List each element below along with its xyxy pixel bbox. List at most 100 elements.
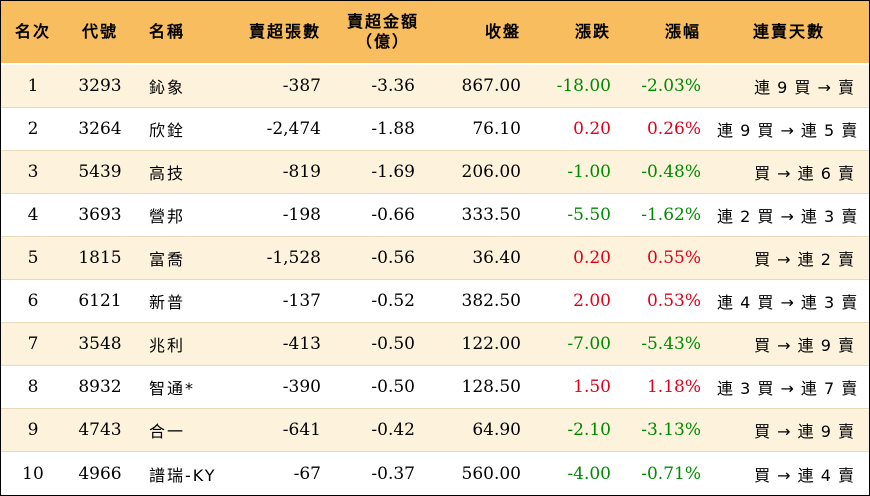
cell-name[interactable]: 智通* bbox=[135, 365, 239, 410]
header-net-sell-amount[interactable]: 賣超金額 （億） bbox=[329, 1, 437, 65]
cell-change-pct: -2.03% bbox=[619, 64, 709, 108]
header-streak[interactable]: 連賣天數 bbox=[709, 1, 869, 65]
cell-code[interactable]: 6121 bbox=[65, 279, 135, 324]
cell-change: -7.00 bbox=[529, 322, 619, 367]
cell-name[interactable]: 譜瑞-KY bbox=[135, 451, 239, 495]
cell-close: 560.00 bbox=[437, 451, 529, 495]
cell-code[interactable]: 3293 bbox=[65, 64, 135, 108]
cell-name[interactable]: 鈊象 bbox=[135, 64, 239, 108]
cell-code[interactable]: 3548 bbox=[65, 322, 135, 367]
header-net-sell-amount-line2: （億） bbox=[355, 32, 410, 51]
cell-rank: 2 bbox=[1, 107, 65, 151]
table-row[interactable]: 4 3693 營邦 -198 -0.66 333.50 -5.50 -1.62%… bbox=[1, 193, 869, 237]
cell-streak: 連 9 買 → 連 5 賣 bbox=[709, 107, 869, 151]
cell-change: 0.20 bbox=[529, 236, 619, 280]
header-row: 名次 代號 名稱 賣超張數 賣超金額 （億） 收盤 漲跌 漲幅 連賣天數 bbox=[1, 1, 869, 65]
cell-name[interactable]: 兆利 bbox=[135, 322, 239, 367]
header-name[interactable]: 名稱 bbox=[135, 1, 239, 65]
cell-change-pct: -0.71% bbox=[619, 451, 709, 495]
cell-change-pct: 0.26% bbox=[619, 107, 709, 151]
cell-net-sell-amount: -1.69 bbox=[329, 150, 437, 194]
table-row[interactable]: 2 3264 欣銓 -2,474 -1.88 76.10 0.20 0.26% … bbox=[1, 107, 869, 151]
cell-net-sell-amount: -0.56 bbox=[329, 236, 437, 280]
cell-rank: 6 bbox=[1, 279, 65, 324]
table-body: 1 3293 鈊象 -387 -3.36 867.00 -18.00 -2.03… bbox=[1, 64, 869, 495]
cell-rank: 10 bbox=[1, 451, 65, 495]
cell-name[interactable]: 營邦 bbox=[135, 193, 239, 237]
cell-change: -5.50 bbox=[529, 193, 619, 237]
cell-name[interactable]: 欣銓 bbox=[135, 107, 239, 151]
cell-net-sell-lots: -819 bbox=[239, 150, 329, 194]
cell-name[interactable]: 高技 bbox=[135, 150, 239, 194]
cell-net-sell-amount: -0.50 bbox=[329, 365, 437, 410]
cell-code[interactable]: 4966 bbox=[65, 451, 135, 495]
cell-name[interactable]: 新普 bbox=[135, 279, 239, 324]
header-close[interactable]: 收盤 bbox=[437, 1, 529, 65]
header-net-sell-amount-line1: 賣超金額 bbox=[346, 12, 419, 31]
cell-rank: 7 bbox=[1, 322, 65, 367]
cell-change-pct: 0.53% bbox=[619, 279, 709, 324]
cell-close: 122.00 bbox=[437, 322, 529, 367]
cell-net-sell-amount: -0.66 bbox=[329, 193, 437, 237]
cell-net-sell-amount: -1.88 bbox=[329, 107, 437, 151]
cell-close: 76.10 bbox=[437, 107, 529, 151]
table-row[interactable]: 7 3548 兆利 -413 -0.50 122.00 -7.00 -5.43%… bbox=[1, 322, 869, 367]
cell-net-sell-amount: -0.52 bbox=[329, 279, 437, 324]
cell-streak: 買 → 連 6 賣 bbox=[709, 150, 869, 194]
table-row[interactable]: 5 1815 富喬 -1,528 -0.56 36.40 0.20 0.55% … bbox=[1, 236, 869, 280]
table-row[interactable]: 9 4743 合一 -641 -0.42 64.90 -2.10 -3.13% … bbox=[1, 408, 869, 453]
cell-close: 128.50 bbox=[437, 365, 529, 410]
cell-net-sell-lots: -413 bbox=[239, 322, 329, 367]
header-code[interactable]: 代號 bbox=[65, 1, 135, 65]
cell-change: -18.00 bbox=[529, 64, 619, 108]
cell-change-pct: -3.13% bbox=[619, 408, 709, 453]
table-row[interactable]: 6 6121 新普 -137 -0.52 382.50 2.00 0.53% 連… bbox=[1, 279, 869, 324]
cell-code[interactable]: 8932 bbox=[65, 365, 135, 410]
cell-code[interactable]: 4743 bbox=[65, 408, 135, 453]
cell-rank: 3 bbox=[1, 150, 65, 194]
cell-change-pct: -5.43% bbox=[619, 322, 709, 367]
cell-streak: 連 2 買 → 連 3 賣 bbox=[709, 193, 869, 237]
cell-streak: 連 4 買 → 連 3 賣 bbox=[709, 279, 869, 324]
table-row[interactable]: 8 8932 智通* -390 -0.50 128.50 1.50 1.18% … bbox=[1, 365, 869, 410]
cell-net-sell-amount: -0.37 bbox=[329, 451, 437, 495]
cell-change-pct: 0.55% bbox=[619, 236, 709, 280]
cell-name[interactable]: 富喬 bbox=[135, 236, 239, 280]
cell-net-sell-lots: -67 bbox=[239, 451, 329, 495]
header-rank[interactable]: 名次 bbox=[1, 1, 65, 65]
cell-close: 333.50 bbox=[437, 193, 529, 237]
cell-rank: 9 bbox=[1, 408, 65, 453]
cell-change: 1.50 bbox=[529, 365, 619, 410]
cell-net-sell-amount: -0.42 bbox=[329, 408, 437, 453]
cell-name[interactable]: 合一 bbox=[135, 408, 239, 453]
cell-change-pct: -0.48% bbox=[619, 150, 709, 194]
header-change[interactable]: 漲跌 bbox=[529, 1, 619, 65]
cell-streak: 連 9 買 → 賣 bbox=[709, 64, 869, 108]
cell-rank: 4 bbox=[1, 193, 65, 237]
cell-streak: 買 → 連 4 賣 bbox=[709, 451, 869, 495]
cell-code[interactable]: 3264 bbox=[65, 107, 135, 151]
header-net-sell-lots[interactable]: 賣超張數 bbox=[239, 1, 329, 65]
cell-close: 382.50 bbox=[437, 279, 529, 324]
cell-change: -4.00 bbox=[529, 451, 619, 495]
cell-code[interactable]: 5439 bbox=[65, 150, 135, 194]
cell-net-sell-lots: -2,474 bbox=[239, 107, 329, 151]
cell-net-sell-lots: -387 bbox=[239, 64, 329, 108]
table-row[interactable]: 10 4966 譜瑞-KY -67 -0.37 560.00 -4.00 -0.… bbox=[1, 451, 869, 495]
header-change-pct[interactable]: 漲幅 bbox=[619, 1, 709, 65]
cell-streak: 連 3 買 → 連 7 賣 bbox=[709, 365, 869, 410]
cell-rank: 1 bbox=[1, 64, 65, 108]
table-header: 名次 代號 名稱 賣超張數 賣超金額 （億） 收盤 漲跌 漲幅 連賣天數 bbox=[1, 1, 869, 65]
cell-rank: 5 bbox=[1, 236, 65, 280]
table-row[interactable]: 3 5439 高技 -819 -1.69 206.00 -1.00 -0.48%… bbox=[1, 150, 869, 194]
cell-code[interactable]: 1815 bbox=[65, 236, 135, 280]
cell-code[interactable]: 3693 bbox=[65, 193, 135, 237]
cell-net-sell-lots: -641 bbox=[239, 408, 329, 453]
cell-net-sell-lots: -1,528 bbox=[239, 236, 329, 280]
cell-change-pct: 1.18% bbox=[619, 365, 709, 410]
cell-net-sell-lots: -137 bbox=[239, 279, 329, 324]
table-row[interactable]: 1 3293 鈊象 -387 -3.36 867.00 -18.00 -2.03… bbox=[1, 64, 869, 108]
cell-streak: 買 → 連 2 賣 bbox=[709, 236, 869, 280]
